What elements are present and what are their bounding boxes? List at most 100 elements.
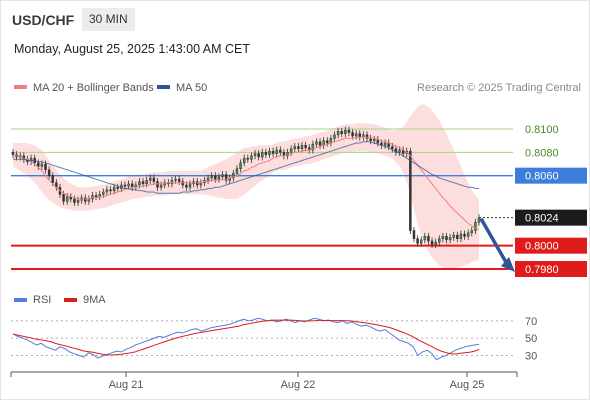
candle-body xyxy=(304,145,307,148)
candle-body xyxy=(297,146,300,150)
x-tick-label: Aug 22 xyxy=(281,379,316,391)
candle-body xyxy=(141,181,145,185)
candle-body xyxy=(76,199,80,203)
candle-body xyxy=(412,230,416,239)
candle-body xyxy=(102,191,105,195)
candle-body xyxy=(448,237,452,241)
candle-body xyxy=(358,133,362,138)
x-axis: Aug 21 Aug 22 Aug 25 xyxy=(10,371,518,391)
level-label-0.8100: 0.8100 xyxy=(525,124,559,136)
candle-body xyxy=(271,150,275,154)
candle-body xyxy=(470,230,474,234)
candle-body xyxy=(300,145,304,150)
rsi-ma-legend-label: 9MA xyxy=(83,294,106,306)
level-label-0.8000: 0.8000 xyxy=(525,241,559,253)
candle-body xyxy=(264,152,268,155)
rsi-ma-legend-swatch xyxy=(64,298,77,302)
rsi-tick-label-50: 50 xyxy=(525,333,537,345)
candle-body xyxy=(326,140,329,144)
candle-body xyxy=(116,187,120,189)
rsi-line xyxy=(12,317,480,361)
candle-body xyxy=(11,152,15,155)
candle-body xyxy=(123,184,127,187)
candle-body xyxy=(112,187,116,192)
candle-body xyxy=(347,129,351,133)
x-tick-label: Aug 25 xyxy=(450,379,485,391)
chart-header: USD/CHF 30 MIN xyxy=(1,1,589,37)
last-price-tag xyxy=(515,209,587,226)
candle-body xyxy=(253,153,257,157)
candle-body xyxy=(145,180,148,185)
candle-body xyxy=(181,181,185,186)
candle-body xyxy=(445,236,448,241)
candle-body xyxy=(138,181,141,186)
candle-body xyxy=(188,183,192,188)
candle-body xyxy=(84,197,87,202)
timeframe-badge[interactable]: 30 MIN xyxy=(82,8,135,31)
candle-body xyxy=(109,189,112,192)
candle-body xyxy=(293,146,297,150)
candle-body xyxy=(318,141,322,146)
ma50-legend-label: MA 50 xyxy=(176,82,207,94)
candle-body xyxy=(340,131,343,134)
candle-body xyxy=(214,175,217,180)
candle-body xyxy=(149,177,152,181)
level-tag-0.8060 xyxy=(515,167,587,184)
ma20-legend-swatch xyxy=(14,85,27,89)
candle-body xyxy=(246,157,250,160)
candle-body xyxy=(430,240,434,245)
candle-body xyxy=(44,163,47,171)
candle-body xyxy=(250,155,253,160)
candle-body xyxy=(195,181,199,186)
candle-body xyxy=(419,239,423,244)
candle-body xyxy=(94,195,98,197)
candle-body xyxy=(152,177,156,182)
candle-body xyxy=(221,174,224,178)
candle-body xyxy=(51,175,54,183)
ma20-line xyxy=(12,136,480,230)
candle-body xyxy=(91,195,94,200)
research-credit: Research © 2025 Trading Central xyxy=(417,82,581,94)
level-label-0.8080: 0.8080 xyxy=(525,147,559,159)
candle-body xyxy=(174,178,177,181)
rsi-panel: 70 50 30 xyxy=(11,316,537,362)
candle-body xyxy=(105,189,109,193)
x-tick-label: Aug 21 xyxy=(109,379,144,391)
candle-body xyxy=(383,142,387,146)
candle-body xyxy=(427,236,430,242)
candle-body xyxy=(185,184,188,188)
rsi-legend-swatch xyxy=(14,298,27,302)
candle-body xyxy=(344,129,347,134)
rsi-tick-label-70: 70 xyxy=(525,316,537,328)
forecast-arrow-shaft xyxy=(479,217,509,265)
candle-body xyxy=(257,153,260,158)
candle-body xyxy=(477,217,481,223)
ma50-line xyxy=(13,141,479,194)
candle-body xyxy=(65,196,69,202)
candle-body xyxy=(40,163,44,167)
candle-body xyxy=(459,233,463,239)
candle-body xyxy=(456,234,459,239)
timestamp-label: Monday, August 25, 2025 1:43:00 AM CET xyxy=(14,42,251,56)
candle-body xyxy=(37,162,40,167)
rsi-tick-label-30: 30 xyxy=(525,350,537,362)
price-levels: 0.8100 0.8080 0.8060 0.8000 0.7980 0.8024 xyxy=(11,124,587,277)
candle-body xyxy=(224,174,228,181)
forecast-arrow-head xyxy=(501,257,515,272)
candle-body xyxy=(159,184,163,188)
candle-body xyxy=(336,131,340,136)
level-label-0.8060: 0.8060 xyxy=(525,171,559,183)
candle-body xyxy=(177,178,181,182)
candle-body xyxy=(127,183,130,187)
candle-body xyxy=(333,134,336,139)
candle-body xyxy=(73,198,76,203)
candle-body xyxy=(235,168,239,174)
candle-body xyxy=(206,177,210,181)
moving-averages xyxy=(12,136,480,230)
candle-body xyxy=(474,222,477,231)
forecast-arrow xyxy=(479,217,515,272)
candle-body xyxy=(416,238,419,244)
candle-body xyxy=(351,132,354,137)
candle-body xyxy=(242,157,246,164)
